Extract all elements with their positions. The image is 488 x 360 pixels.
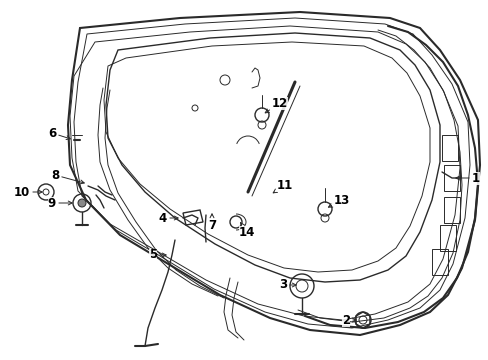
Text: 10: 10	[14, 185, 42, 198]
Text: 14: 14	[238, 223, 255, 239]
Text: 2: 2	[341, 314, 355, 327]
Text: 12: 12	[264, 96, 287, 113]
Text: 11: 11	[273, 179, 292, 193]
Text: 1: 1	[455, 171, 479, 185]
Circle shape	[78, 199, 86, 207]
Text: 6: 6	[48, 126, 70, 140]
Text: 4: 4	[159, 212, 178, 225]
Text: 3: 3	[278, 279, 296, 292]
Text: 5: 5	[148, 248, 166, 261]
Text: 7: 7	[207, 214, 216, 231]
Text: 13: 13	[328, 194, 349, 207]
Text: 9: 9	[48, 197, 72, 210]
Text: 8: 8	[51, 168, 84, 184]
